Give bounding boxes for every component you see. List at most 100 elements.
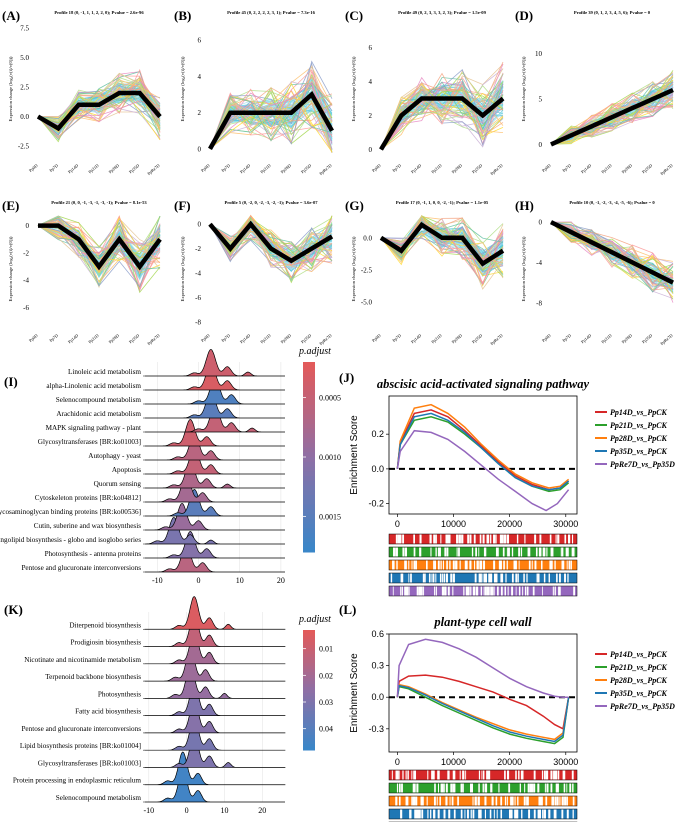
- panel-title: Profile 39 (0, 1, 2, 3, 4, 5, 6); Pvalue…: [574, 10, 651, 15]
- gene-profile-line: [550, 104, 674, 145]
- colorbar-segment: [303, 499, 315, 505]
- x-tick-label: 0: [395, 757, 400, 767]
- gene-profile-line: [380, 85, 504, 150]
- x-tick-label: PpRe7D: [318, 333, 332, 346]
- colorbar-segment: [303, 672, 315, 676]
- gene-profile-line: [37, 88, 161, 118]
- y-tick-label: 0.0: [20, 113, 29, 121]
- x-tick-label: Pp0D: [200, 333, 211, 343]
- panel-label: (E): [2, 198, 19, 213]
- time-series-panel: (D) Profile 39 (0, 1, 2, 3, 4, 5, 6); Pva…: [515, 8, 674, 176]
- gene-profile-line: [37, 217, 161, 274]
- x-tick-label: Pp28D: [280, 163, 292, 175]
- gene-profile-line: [550, 82, 674, 145]
- x-tick-label: Pp28D: [451, 333, 463, 345]
- x-tick-label: Pp7D: [48, 333, 59, 343]
- legend-label: Pp21D_vs_PpCK: [610, 663, 668, 672]
- y-axis-label: Expression change (log₂(v(i)/v(0))): [521, 56, 526, 121]
- y-tick-label: -6: [195, 294, 201, 302]
- panel-label: (J): [339, 370, 354, 385]
- time-series-panel: (A) Profile 18 (0, -1, 1, 1, 2, 2, 0); Pv…: [2, 8, 162, 176]
- colorbar-segment: [303, 711, 315, 715]
- y-tick-label: 0.6: [371, 629, 384, 639]
- x-tick-label: Pp35D: [641, 333, 653, 345]
- y-tick-label: -2.5: [361, 267, 373, 275]
- colorbar-segment: [303, 735, 315, 739]
- x-tick-label: Pp0D: [200, 163, 211, 173]
- density-ridge: [145, 488, 285, 517]
- colorbar-segment: [303, 452, 315, 458]
- x-tick-label: Pp21D: [259, 163, 271, 175]
- category-label: Pentose and glucuronate interconversions: [21, 725, 141, 733]
- profile-model-line: [379, 221, 505, 267]
- colorbar-segment: [303, 528, 315, 534]
- x-tick-label: Pp35D: [641, 163, 653, 175]
- x-tick-label: Pp35D: [471, 163, 483, 175]
- gene-profile-line: [209, 82, 333, 153]
- colorbar-segment: [303, 542, 315, 548]
- category-label: Glycosyltransferases [BR:ko01003]: [38, 438, 141, 446]
- colorbar-segment: [303, 504, 315, 510]
- category-label: Glycosaminoglycan binding proteins [BR:k…: [0, 508, 141, 516]
- y-axis-label: Expression change (log₂(v(i)/v(0))): [351, 56, 356, 121]
- gene-profile-line: [380, 217, 504, 260]
- colorbar-segment: [303, 651, 315, 655]
- y-tick-label: 2: [369, 112, 373, 120]
- x-tick-label: Pp14D: [580, 333, 592, 345]
- colorbar-segment: [303, 533, 315, 539]
- x-tick-label: Pp21D: [87, 163, 99, 175]
- legend-title: p.adjust: [298, 346, 331, 357]
- gene-profile-line: [37, 225, 161, 284]
- legend-label: Pp28D_vs_PpCK: [610, 676, 668, 685]
- category-label: Terpenoid backbone biosynthesis: [45, 673, 141, 681]
- x-tick-label: PpRe7D: [146, 163, 160, 176]
- y-tick-label: 2: [198, 109, 202, 117]
- colorbar-tick-label: 0.02: [319, 671, 333, 680]
- gene-profile-line: [209, 217, 333, 257]
- enrichment-line: [396, 685, 570, 745]
- category-label: Quorum sensing: [94, 480, 142, 488]
- colorbar-segment: [303, 461, 315, 467]
- gene-profile-line: [209, 76, 333, 150]
- colorbar-segment: [303, 702, 315, 706]
- category-label: Photosynthesis - antenna proteins: [45, 550, 142, 558]
- panel-title: Profile 18 (0, -1, 1, 1, 2, 2, 0); Pvalu…: [54, 10, 144, 15]
- category-label: alpha-Linolenic acid metabolism: [46, 382, 141, 390]
- x-tick-label: 30000: [553, 519, 578, 529]
- x-tick-label: 0: [197, 576, 201, 585]
- colorbar-tick-label: 0.0005: [319, 394, 341, 403]
- x-tick-label: Pp7D: [220, 333, 231, 343]
- colorbar-segment: [303, 687, 315, 691]
- x-tick-label: 20000: [497, 519, 522, 529]
- colorbar-segment: [303, 663, 315, 667]
- colorbar-segment: [303, 657, 315, 661]
- y-axis-label: Expression change (log₂(v(i)/v(0))): [180, 236, 185, 301]
- time-series-panel: (B) Profile 45 (0, 2, 2, 2, 2, 3, 1); Pva…: [174, 8, 334, 176]
- colorbar-segment: [303, 442, 315, 448]
- density-ridge: [145, 516, 285, 545]
- rank-strip: [388, 572, 578, 584]
- x-tick-label: 30000: [553, 757, 578, 767]
- colorbar-segment: [303, 485, 315, 491]
- x-tick-label: 20: [258, 806, 266, 815]
- colorbar-segment: [303, 371, 315, 377]
- y-tick-label: 0.0: [371, 692, 384, 702]
- gene-profile-line: [209, 223, 333, 273]
- gene-profile-line: [550, 81, 674, 145]
- y-tick-label: -0.3: [368, 724, 384, 734]
- y-tick-label: -4: [23, 277, 29, 285]
- x-tick-label: Pp0D: [541, 333, 552, 343]
- colorbar-segment: [303, 414, 315, 420]
- panel-label: (G): [345, 198, 364, 213]
- colorbar-segment: [303, 495, 315, 501]
- panel-label: (H): [515, 198, 534, 213]
- colorbar-segment: [303, 466, 315, 472]
- y-tick-label: -6: [23, 304, 29, 312]
- chart-title: abscisic acid-activated signaling pathwa…: [377, 377, 590, 391]
- legend-label: Pp35D_vs_PpCK: [610, 689, 668, 698]
- gene-profile-line: [550, 221, 674, 279]
- category-label: Diterpenoid biosynthesis: [69, 621, 141, 629]
- profile-model-line: [208, 90, 334, 151]
- colorbar-segment: [303, 376, 315, 382]
- x-tick-label: Pp35D: [471, 333, 483, 345]
